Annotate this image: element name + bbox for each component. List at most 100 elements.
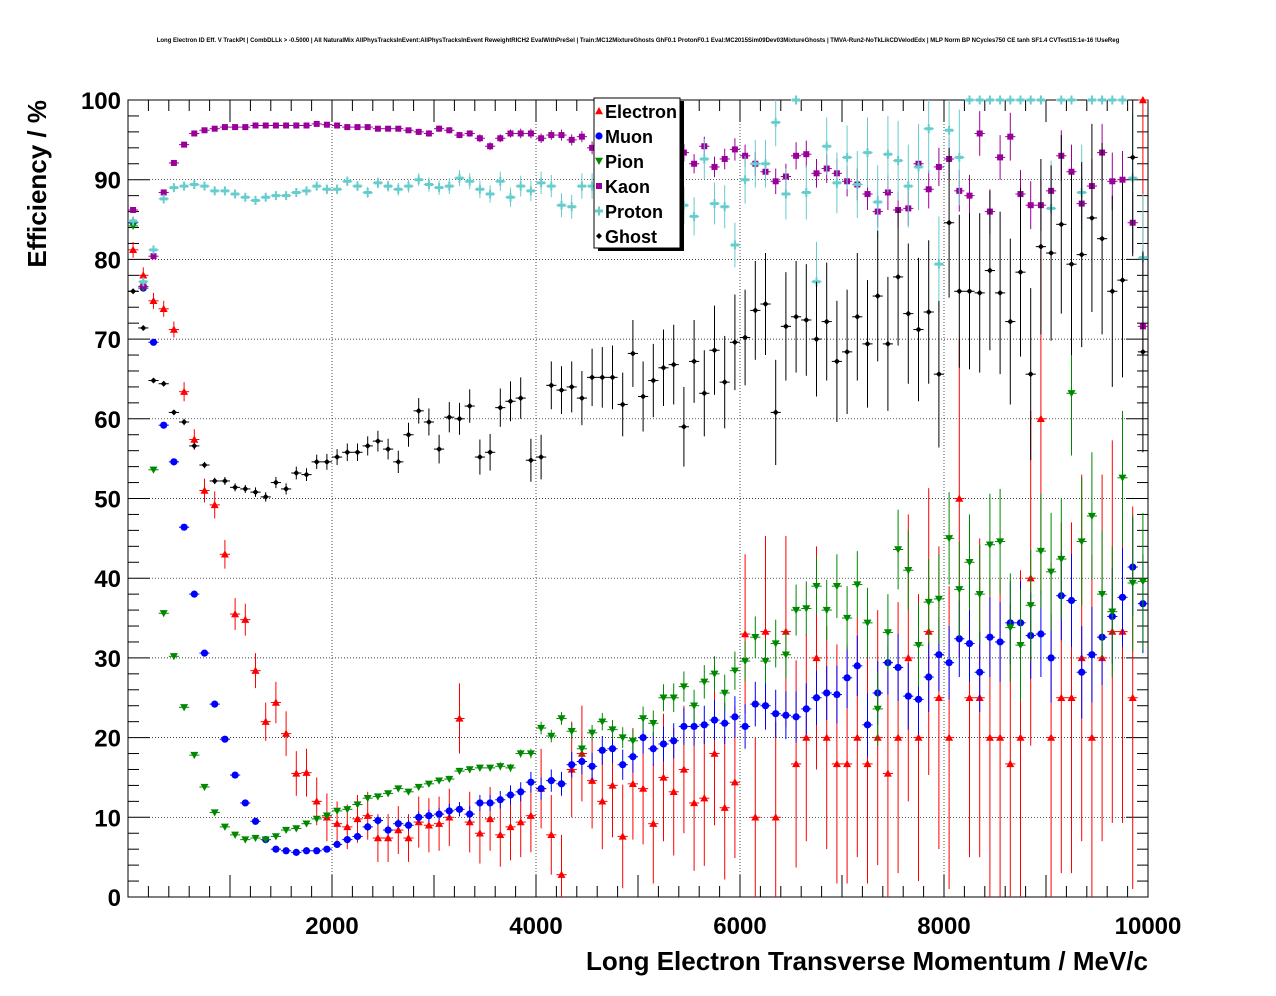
data-point [844, 348, 851, 355]
data-point [312, 797, 321, 805]
data-point [1108, 608, 1117, 616]
data-point [272, 479, 279, 486]
data-point [966, 192, 973, 199]
data-point [946, 219, 953, 226]
data-point [405, 431, 412, 438]
data-point [588, 729, 597, 737]
data-point [649, 745, 657, 753]
series-group [128, 95, 1148, 897]
data-point [415, 813, 423, 821]
data-point [761, 657, 770, 666]
data-point [466, 810, 474, 818]
data-point [1087, 733, 1096, 741]
data-point [935, 371, 942, 378]
data-point [435, 777, 444, 785]
data-point [200, 486, 209, 494]
data-point [793, 313, 800, 320]
data-point [220, 823, 229, 831]
data-point [741, 657, 750, 666]
data-point [701, 390, 708, 397]
data-point [465, 176, 474, 186]
data-point [996, 733, 1005, 741]
data-point [160, 380, 167, 387]
data-point [527, 130, 534, 137]
data-point [1078, 251, 1085, 258]
data-point [1118, 474, 1127, 482]
data-point [639, 734, 647, 742]
data-point [395, 458, 402, 465]
legend-marker [595, 132, 603, 140]
data-point [405, 127, 412, 134]
data-point [435, 810, 443, 818]
data-point [669, 694, 678, 702]
data-point [589, 374, 596, 381]
data-point [792, 713, 800, 721]
legend-item-electron: Electron [595, 102, 677, 122]
data-point [915, 326, 922, 333]
data-point [669, 787, 678, 795]
data-point [436, 125, 443, 132]
data-point [211, 700, 219, 708]
data-point [516, 181, 525, 191]
data-point [231, 771, 239, 779]
data-point [160, 189, 167, 196]
data-point [272, 122, 279, 129]
data-point [578, 395, 585, 402]
data-point [598, 718, 607, 726]
data-point [282, 826, 291, 835]
data-point [1088, 651, 1096, 659]
data-point [904, 567, 913, 575]
data-point [251, 666, 260, 674]
data-point [261, 717, 270, 725]
data-point [1037, 630, 1045, 638]
data-point [302, 768, 311, 776]
data-point [1047, 568, 1056, 576]
data-point [792, 606, 801, 615]
data-point [832, 582, 841, 591]
data-point [210, 186, 219, 196]
data-point [803, 151, 810, 158]
data-point [670, 737, 678, 745]
legend-label: Muon [605, 127, 653, 147]
data-point [1017, 269, 1024, 276]
legend-label: Pion [605, 152, 644, 172]
data-point [527, 457, 534, 464]
data-point [261, 192, 270, 202]
data-point [945, 659, 953, 667]
data-point [129, 245, 138, 254]
data-point [843, 759, 852, 768]
data-point [761, 702, 770, 710]
data-point [802, 605, 811, 613]
data-point [476, 135, 483, 142]
y-tick-label: 60 [94, 407, 121, 434]
data-point [965, 693, 974, 701]
data-point [302, 186, 311, 196]
data-point [1057, 555, 1066, 564]
data-point [333, 184, 342, 194]
data-point [496, 176, 505, 186]
data-point [312, 815, 321, 823]
data-point [608, 781, 617, 789]
data-point [568, 136, 575, 143]
data-point [445, 181, 454, 191]
data-point [568, 383, 575, 390]
data-point [813, 170, 820, 177]
data-point [659, 740, 668, 748]
data-point [690, 722, 698, 731]
data-point [618, 832, 627, 840]
data-point [904, 692, 912, 700]
data-point [313, 847, 321, 855]
data-point [312, 181, 321, 191]
data-point [1006, 759, 1015, 768]
data-point [649, 720, 658, 728]
data-point [303, 122, 310, 129]
data-point [1077, 538, 1086, 546]
data-point [475, 829, 484, 837]
data-point [884, 340, 891, 347]
data-point [720, 803, 729, 811]
legend-label: Kaon [605, 177, 650, 197]
data-point [752, 307, 759, 314]
data-point [322, 812, 331, 820]
data-point [526, 186, 535, 196]
